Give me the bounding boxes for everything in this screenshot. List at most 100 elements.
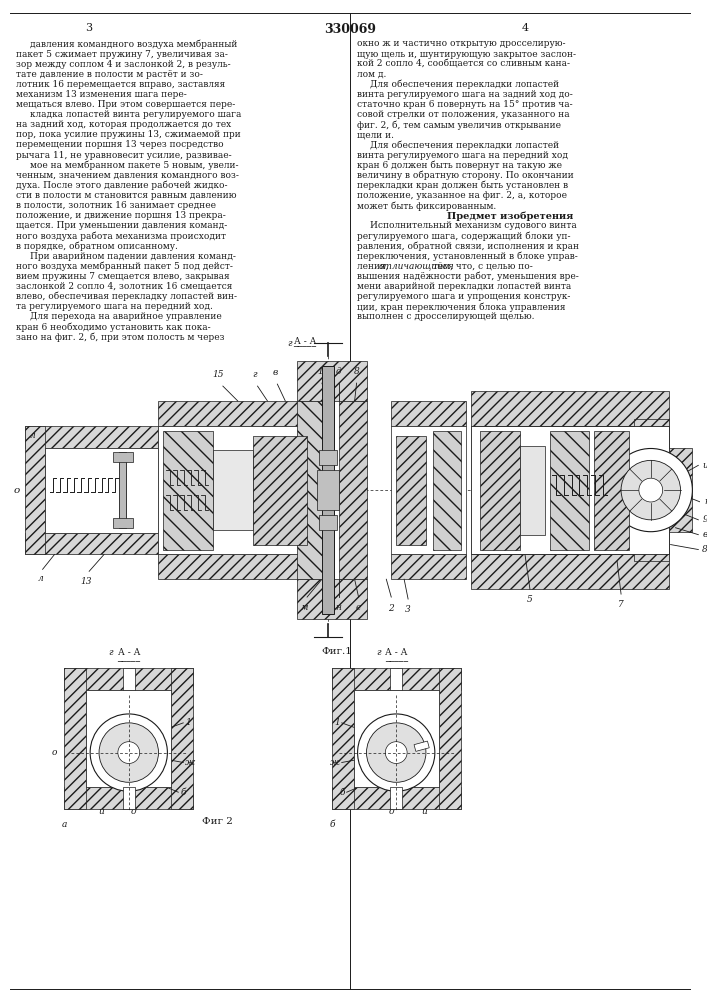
- Text: в: в: [273, 368, 278, 377]
- Text: влево, обеспечивая перекладку лопастей вин-: влево, обеспечивая перекладку лопастей в…: [16, 292, 237, 301]
- Text: винта регулируемого шага на передний ход: винта регулируемого шага на передний ход: [356, 151, 568, 160]
- Text: положение, и движение поршня 13 прекра-: положение, и движение поршня 13 прекра-: [16, 211, 226, 220]
- Text: д: д: [131, 807, 136, 816]
- Text: ж: ж: [185, 758, 195, 767]
- Text: д: д: [336, 367, 341, 376]
- Text: о: о: [13, 486, 20, 495]
- Text: Фиг 2: Фиг 2: [202, 817, 233, 826]
- Text: совой стрелки от положения, указанного на: совой стрелки от положения, указанного н…: [356, 110, 569, 119]
- Text: Исполнительный механизм судового винта: Исполнительный механизм судового винта: [370, 221, 577, 230]
- Bar: [391, 426, 465, 554]
- Text: может быть фиксированным.: может быть фиксированным.: [356, 201, 496, 211]
- Bar: [319, 515, 337, 530]
- Text: 15: 15: [212, 370, 223, 379]
- Bar: [113, 518, 133, 528]
- Text: л: л: [37, 574, 44, 583]
- Ellipse shape: [366, 723, 426, 782]
- Bar: [332, 787, 460, 809]
- Text: щели и.: щели и.: [356, 130, 394, 139]
- Bar: [297, 361, 366, 401]
- Text: а: а: [62, 820, 67, 829]
- Ellipse shape: [358, 714, 435, 791]
- Text: лотник 16 перемещается вправо, заставляя: лотник 16 перемещается вправо, заставляя: [16, 80, 225, 89]
- Bar: [439, 668, 460, 809]
- Text: 5: 5: [527, 595, 533, 604]
- Bar: [252, 436, 307, 545]
- Bar: [339, 401, 366, 579]
- Text: щую щель и, шунтирующую закрытое заслон-: щую щель и, шунтирующую закрытое заслон-: [356, 50, 575, 59]
- Text: в порядке, обратном описанному.: в порядке, обратном описанному.: [16, 241, 177, 251]
- Text: фиг. 2, б, тем самым увеличив открывание: фиг. 2, б, тем самым увеличив открывание: [356, 120, 561, 130]
- Text: 3: 3: [86, 23, 93, 33]
- Text: 8: 8: [354, 367, 359, 376]
- Bar: [481, 431, 520, 550]
- Text: на задний ход, которая продолжается до тех: на задний ход, которая продолжается до т…: [16, 120, 231, 129]
- Bar: [390, 787, 402, 809]
- Bar: [25, 426, 45, 554]
- Text: лом д.: лом д.: [356, 70, 386, 79]
- Ellipse shape: [385, 742, 407, 763]
- Text: 1: 1: [334, 718, 340, 727]
- Text: б: б: [339, 788, 345, 797]
- Bar: [391, 401, 465, 426]
- Text: ченным, значением давления командного воз-: ченным, значением давления командного во…: [16, 171, 239, 180]
- Text: г: г: [376, 648, 380, 657]
- Text: статочно кран 6 повернуть на 15° против ча-: статочно кран 6 повернуть на 15° против …: [356, 100, 572, 109]
- Text: Предмет изобретения: Предмет изобретения: [447, 211, 573, 221]
- Text: д: д: [388, 807, 394, 816]
- Text: ж: ж: [329, 758, 340, 767]
- Text: вием пружины 7 смещается влево, закрывая: вием пружины 7 смещается влево, закрывая: [16, 272, 230, 281]
- Bar: [158, 401, 312, 426]
- Text: ─────: ─────: [293, 343, 317, 351]
- Text: г: г: [109, 648, 113, 657]
- Bar: [158, 554, 312, 579]
- Bar: [391, 554, 465, 579]
- Ellipse shape: [90, 714, 168, 791]
- Text: б: б: [180, 788, 186, 797]
- Bar: [45, 448, 158, 533]
- Bar: [609, 448, 692, 532]
- Bar: [390, 668, 402, 690]
- Text: зано на фиг. 2, б, при этом полость м через: зано на фиг. 2, б, при этом полость м че…: [16, 332, 224, 342]
- Text: б: б: [329, 820, 334, 829]
- Text: рычага 11, не уравновесит усилие, развивае-: рычага 11, не уравновесит усилие, развив…: [16, 151, 231, 160]
- Text: Для обеспечения перекладки лопастей: Для обеспечения перекладки лопастей: [370, 80, 559, 89]
- Text: тем, что, с целью по-: тем, что, с целью по-: [430, 262, 532, 271]
- Text: выполнен с дросселирующей щелью.: выполнен с дросселирующей щелью.: [356, 312, 534, 321]
- Text: мое на мембранном пакете 5 новым, увели-: мое на мембранном пакете 5 новым, увели-: [30, 161, 238, 170]
- Text: 8: 8: [702, 545, 707, 554]
- Text: А - А: А - А: [294, 337, 316, 346]
- Text: регулируемого шага, содержащий блоки уп-: регулируемого шага, содержащий блоки уп-: [356, 231, 570, 241]
- Text: А - А: А - А: [385, 648, 407, 657]
- Text: мени аварийной перекладки лопастей винта: мени аварийной перекладки лопастей винта: [356, 282, 571, 291]
- Text: заслонкой 2 сопло 4, золотник 16 смещается: заслонкой 2 сопло 4, золотник 16 смещает…: [16, 282, 232, 291]
- Text: и: и: [98, 807, 104, 816]
- Text: ного воздуха мембранный пакет 5 под дейст-: ного воздуха мембранный пакет 5 под дейс…: [16, 262, 233, 271]
- Bar: [433, 431, 460, 550]
- Bar: [64, 668, 193, 690]
- Text: пор, пока усилие пружины 13, сжимаемой при: пор, пока усилие пружины 13, сжимаемой п…: [16, 130, 240, 139]
- Text: механизм 13 изменения шага пере-: механизм 13 изменения шага пере-: [16, 90, 187, 99]
- Bar: [123, 668, 135, 690]
- Text: ─────: ─────: [117, 657, 140, 665]
- Bar: [64, 668, 86, 809]
- Text: перемещении поршня 13 через посредство: перемещении поршня 13 через посредство: [16, 140, 223, 149]
- Text: к: к: [704, 497, 707, 506]
- Bar: [317, 470, 339, 510]
- Text: ции, кран переключения блока управления: ции, кран переключения блока управления: [356, 302, 565, 312]
- Bar: [25, 533, 158, 554]
- Text: о: о: [52, 748, 57, 757]
- Text: переключения, установленный в блоке управ-: переключения, установленный в блоке упра…: [356, 252, 578, 261]
- Circle shape: [639, 478, 662, 502]
- Ellipse shape: [118, 742, 140, 763]
- Text: Фиг.1: Фиг.1: [322, 647, 352, 656]
- Text: положение, указанное на фиг. 2, а, которое: положение, указанное на фиг. 2, а, котор…: [356, 191, 566, 200]
- Bar: [171, 668, 193, 809]
- Text: регулируемого шага и упрощения конструк-: регулируемого шага и упрощения конструк-: [356, 292, 570, 301]
- Text: и: и: [421, 807, 427, 816]
- Text: г: г: [287, 339, 291, 348]
- Text: 2: 2: [388, 604, 394, 613]
- Text: мещаться влево. При этом совершается пере-: мещаться влево. При этом совершается пер…: [16, 100, 235, 109]
- Text: 13: 13: [81, 577, 92, 586]
- Bar: [163, 431, 213, 550]
